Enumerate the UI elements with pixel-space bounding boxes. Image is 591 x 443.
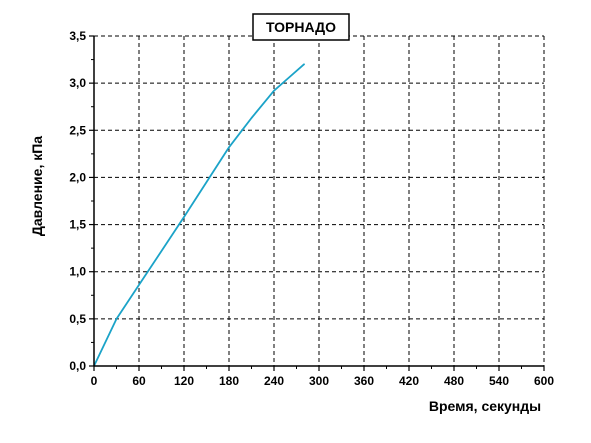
x-axis-title: Время, секунды [429,398,541,414]
x-tick-label: 540 [489,374,509,388]
x-tick-label: 480 [444,374,464,388]
x-tick-label: 60 [132,374,146,388]
y-tick-label: 2,5 [69,123,86,137]
grid [94,35,545,366]
x-tick-labels: 0 60 120 180 240 300 360 420 480 540 600 [91,374,555,388]
y-tick-label: 2,0 [69,170,86,184]
series-layer [93,63,305,367]
y-tick-label: 3,5 [69,29,86,43]
axes [89,35,545,371]
y-tick-label: 1,5 [69,218,86,232]
x-tick-label: 240 [264,374,284,388]
x-tick-label: 600 [534,374,554,388]
y-tick-label: 1,0 [69,265,86,279]
x-tick-label: 300 [309,374,329,388]
chart-title-box: ТОРНАДО [252,13,350,41]
chart-title: ТОРНАДО [266,19,336,35]
y-axis-title: Давление, кПа [29,136,45,236]
x-tick-label: 420 [399,374,419,388]
x-tick-label: 360 [354,374,374,388]
x-tick-label: 0 [91,374,98,388]
series-line [93,63,305,367]
x-tick-label: 120 [174,374,194,388]
y-tick-label: 0,0 [69,359,86,373]
y-tick-labels: 0,0 0,5 1,0 1,5 2,0 2,5 3,0 3,5 [69,29,86,373]
x-tick-label: 180 [219,374,239,388]
y-tick-label: 3,0 [69,76,86,90]
y-tick-label: 0,5 [69,312,86,326]
